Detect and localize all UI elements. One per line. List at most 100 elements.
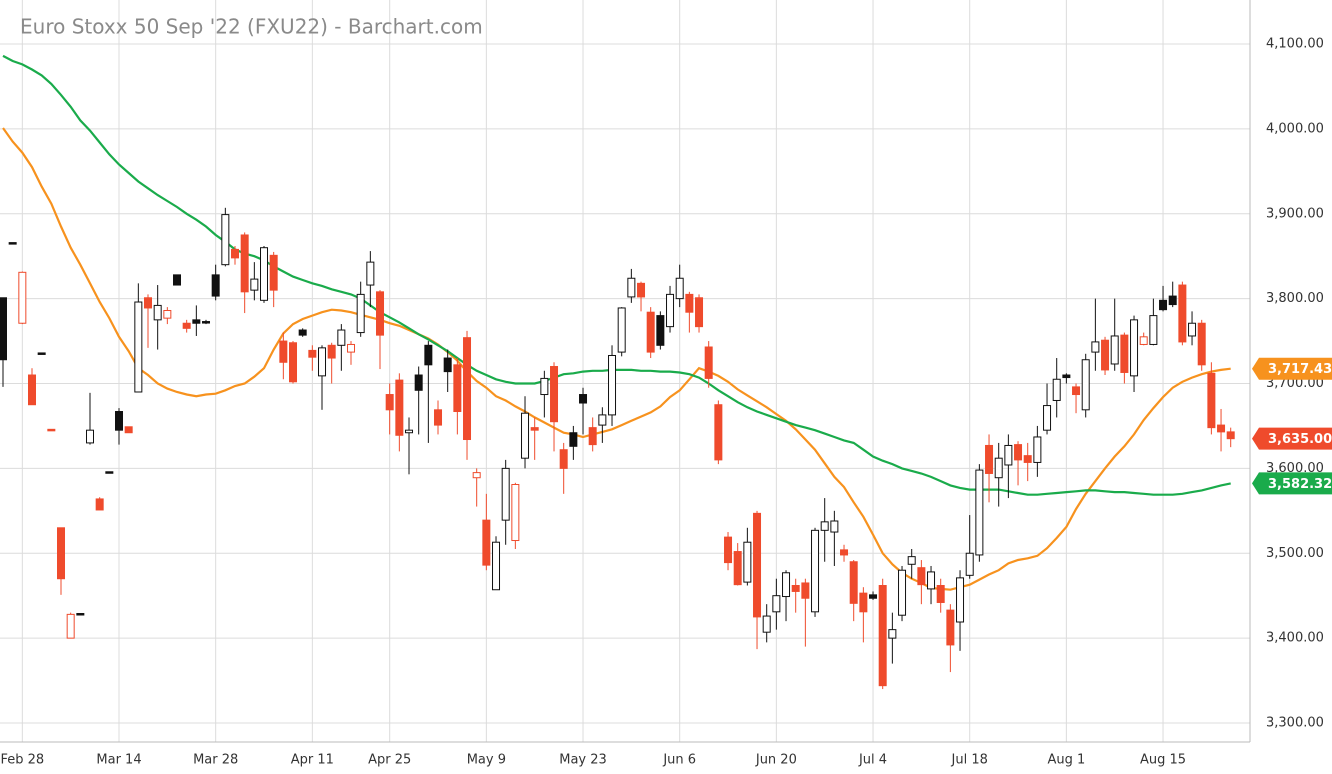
candle-body xyxy=(1149,315,1158,345)
y-tick-label: 3,900.00 xyxy=(1266,206,1324,221)
y-tick-label: 3,700.00 xyxy=(1266,376,1324,391)
candle-body xyxy=(347,343,356,353)
candle-body xyxy=(559,449,568,469)
x-tick-label: Jun 20 xyxy=(755,753,797,768)
candle-body xyxy=(1130,319,1139,377)
candle-body xyxy=(888,629,897,639)
candle-body xyxy=(115,411,124,431)
candle-body xyxy=(250,278,259,291)
x-tick-label: May 9 xyxy=(467,753,506,768)
candle-body xyxy=(76,613,85,616)
candle-body xyxy=(0,297,7,361)
moving-average-line xyxy=(2,127,1231,591)
candle-body xyxy=(975,469,984,556)
price-tag xyxy=(1252,427,1332,450)
candle-body xyxy=(530,427,539,431)
candle-body xyxy=(1091,341,1100,353)
candle-body xyxy=(956,577,965,623)
candle-body xyxy=(1014,444,1023,461)
candle-body xyxy=(424,344,433,366)
candle-body xyxy=(37,352,46,355)
candle-body xyxy=(66,613,75,639)
y-tick-label: 3,400.00 xyxy=(1266,631,1324,646)
candle-body xyxy=(869,594,878,599)
moving-average-line xyxy=(2,54,1231,496)
candle-body xyxy=(927,571,936,590)
candle-body xyxy=(414,374,423,391)
candle-body xyxy=(279,340,288,363)
candle-body xyxy=(743,541,752,583)
candle-body xyxy=(463,337,472,441)
candle-body xyxy=(936,585,945,603)
candle-body xyxy=(753,512,762,618)
chart-title: Euro Stoxx 50 Sep '22 (FXU22) - Barchart… xyxy=(20,15,483,39)
candle-body xyxy=(617,307,626,353)
candle-body xyxy=(1178,284,1187,343)
candle-body xyxy=(985,444,994,474)
candle-body xyxy=(385,394,394,411)
candle-body xyxy=(501,467,510,521)
grid xyxy=(0,0,1250,742)
x-tick-label: Aug 15 xyxy=(1140,753,1186,768)
candle-body xyxy=(366,261,375,286)
candle-body xyxy=(646,311,655,353)
candle-body xyxy=(124,426,133,434)
price-tag-label: 3,635.00 xyxy=(1268,432,1332,447)
y-tick-label: 4,100.00 xyxy=(1266,37,1324,52)
x-tick-label: Mar 14 xyxy=(96,753,141,768)
candle-body xyxy=(47,428,56,432)
candle-body xyxy=(733,551,742,586)
candle-body xyxy=(637,282,646,298)
y-tick-label: 3,800.00 xyxy=(1266,291,1324,306)
candle-body xyxy=(8,242,17,245)
candle-body xyxy=(1217,424,1226,433)
candle-body xyxy=(395,379,404,436)
candle-body xyxy=(1033,436,1042,463)
candle-body xyxy=(1062,374,1071,379)
candle-body xyxy=(1139,336,1148,345)
candle-body xyxy=(762,615,771,633)
candle-body xyxy=(1110,335,1119,365)
candle-body xyxy=(86,429,95,444)
candle-body xyxy=(1004,444,1013,466)
candle-body xyxy=(153,304,162,321)
candle-body xyxy=(221,214,230,266)
candle-body xyxy=(1168,295,1177,306)
candle-body xyxy=(453,364,462,413)
candle-body xyxy=(57,527,66,580)
candle-body xyxy=(791,585,800,592)
candle-body xyxy=(202,321,211,324)
candle-body xyxy=(627,277,636,298)
candle-body xyxy=(675,277,684,300)
x-tick-label: May 23 xyxy=(559,753,607,768)
candle-body xyxy=(946,609,955,646)
x-tick-label: Mar 28 xyxy=(193,753,238,768)
price-tag xyxy=(1252,357,1332,380)
candle-body xyxy=(907,556,916,565)
candle-body xyxy=(859,592,868,613)
candle-body xyxy=(878,585,887,687)
candle-body xyxy=(308,349,317,358)
x-tick-label: Jul 4 xyxy=(858,753,887,768)
candle-body xyxy=(327,344,336,359)
candle-body xyxy=(685,293,694,313)
candle-body xyxy=(782,572,791,598)
candle-body xyxy=(579,394,588,404)
candle-body xyxy=(820,521,829,531)
candle-body xyxy=(511,484,520,542)
candle-body xyxy=(840,549,849,556)
candle-body xyxy=(1159,299,1168,311)
candle-body xyxy=(1120,334,1129,373)
candle-body xyxy=(656,315,665,346)
candle-body xyxy=(1043,405,1052,431)
candle-body xyxy=(405,429,414,434)
candle-body xyxy=(95,498,104,511)
candle-body xyxy=(1101,339,1110,371)
price-tag-label: 3,582.32 xyxy=(1268,477,1332,492)
candle-body xyxy=(801,582,810,599)
candle-body xyxy=(1188,322,1197,337)
